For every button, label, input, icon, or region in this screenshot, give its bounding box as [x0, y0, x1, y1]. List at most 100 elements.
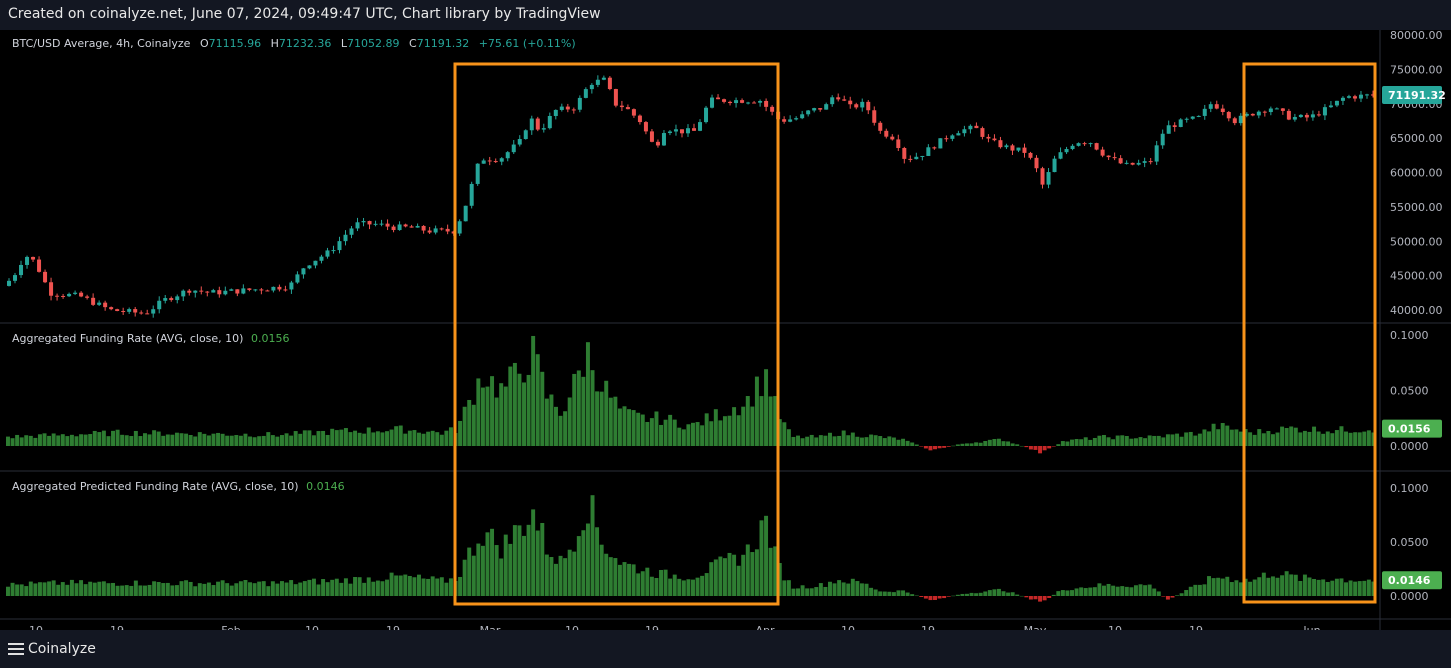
funding-bar [581, 376, 586, 446]
funding-bar [19, 437, 24, 446]
funding-bar [1339, 426, 1344, 446]
candle-body [505, 152, 510, 159]
candle-body [487, 160, 492, 162]
candle-body [1352, 96, 1357, 99]
candle-body [1196, 115, 1201, 117]
predicted-funding-bar [266, 586, 271, 596]
funding-bar [937, 446, 942, 449]
candle-body [241, 288, 246, 294]
time-axis[interactable]: 10 19 Feb 10 19 Mar 10 19 Apr 10 19 May 10 19 Jun [29, 624, 1321, 630]
price-axis[interactable]: 80000.0075000.0070000.0065000.0060000.00… [1382, 30, 1446, 603]
funding-bar [1362, 431, 1367, 446]
funding-bar [1051, 446, 1056, 447]
funding-bar [695, 422, 700, 446]
candle-body [175, 296, 180, 301]
predicted-funding-bar [1229, 582, 1234, 596]
funding-bar [604, 380, 609, 446]
close-key: C [409, 37, 417, 50]
funding-bar [759, 396, 764, 446]
predicted-funding-bar [362, 582, 367, 596]
funding-bar [1097, 435, 1102, 446]
funding-bar [873, 435, 878, 446]
funding-bar [243, 433, 248, 446]
low-value: 71052.89 [347, 37, 400, 50]
funding-bar [983, 440, 988, 446]
candle-body [265, 290, 270, 292]
candle-body [1082, 143, 1087, 145]
candle-body [908, 158, 913, 160]
funding-bar [42, 433, 47, 446]
predicted-funding-bar [869, 587, 874, 596]
predicted-funding-bar [1248, 581, 1253, 596]
candle-body [1322, 107, 1327, 116]
predicted-funding-bar [681, 580, 686, 596]
candle-body [1154, 145, 1159, 162]
candle-body [325, 250, 330, 257]
candle-body [1226, 111, 1231, 119]
candle-body [710, 97, 715, 108]
candle-body [523, 130, 528, 140]
funding-bar [1042, 446, 1047, 451]
predicted-funding-bar [850, 578, 855, 596]
funding-bar [700, 425, 705, 446]
funding-bar [1257, 429, 1262, 446]
candle-body [667, 131, 672, 134]
predicted-funding-bar [832, 583, 837, 596]
predicted-funding-bar [1088, 587, 1093, 596]
predicted-funding-bar [709, 562, 714, 596]
funding-bar [490, 376, 495, 446]
candle-body [698, 122, 703, 131]
predicted-funding-bar [837, 580, 842, 596]
funding-bar [1293, 427, 1298, 446]
candle-body [1202, 108, 1207, 116]
predicted-funding-bar [1220, 578, 1225, 596]
funding-bar [499, 383, 504, 446]
funding-bar [421, 433, 426, 446]
candle-body [475, 163, 480, 184]
chart-area[interactable]: 80000.0075000.0070000.0065000.0060000.00… [0, 30, 1451, 630]
predicted-funding-bar [659, 569, 663, 596]
price-tick: 55000.00 [1390, 201, 1443, 214]
funding-bar [544, 398, 549, 446]
predicted-funding-bar [759, 520, 764, 596]
predicted-funding-bar [133, 580, 138, 596]
candle-body [764, 100, 769, 107]
predicted-funding-bar [937, 596, 942, 599]
predicted-funding-bar [316, 584, 321, 596]
funding-bar [905, 440, 910, 446]
predicted-funding-bar [1019, 595, 1024, 597]
candle-body [631, 109, 636, 116]
predicted-funding-bar [864, 583, 869, 596]
funding-bar [485, 386, 490, 446]
candle-body [181, 290, 186, 297]
menu-icon[interactable] [8, 640, 24, 658]
brand-menu[interactable]: Coinalyze [8, 640, 96, 658]
predicted-funding-bar [284, 582, 289, 596]
candle-body [97, 302, 102, 305]
candle-body [1172, 125, 1177, 127]
funding-bar [640, 414, 645, 446]
funding-bar [709, 421, 714, 446]
candle-body [397, 224, 402, 231]
candle-body [1112, 157, 1117, 159]
predicted-funding-bar [398, 575, 403, 596]
candle-body [1160, 133, 1165, 146]
funding-bar [1298, 432, 1303, 446]
predicted-funding-bar [343, 578, 348, 596]
funding-bar [353, 430, 358, 446]
funding-bar [1252, 434, 1257, 446]
funding-bar [284, 433, 289, 446]
candle-body [415, 225, 420, 228]
candle-body [217, 290, 222, 295]
time-tick: 19 [386, 624, 400, 630]
predicted-funding-bar [745, 544, 750, 596]
predicted-funding-bar [1348, 580, 1353, 596]
predicted-funding-bar [1042, 596, 1047, 601]
funding-bar [1106, 437, 1111, 446]
funding-bar [955, 444, 960, 446]
predicted-funding-bar [490, 528, 495, 596]
predicted-funding-bar [1266, 577, 1271, 596]
candle-body [547, 115, 552, 129]
funding-bar [412, 430, 417, 446]
candle-body [103, 302, 108, 308]
